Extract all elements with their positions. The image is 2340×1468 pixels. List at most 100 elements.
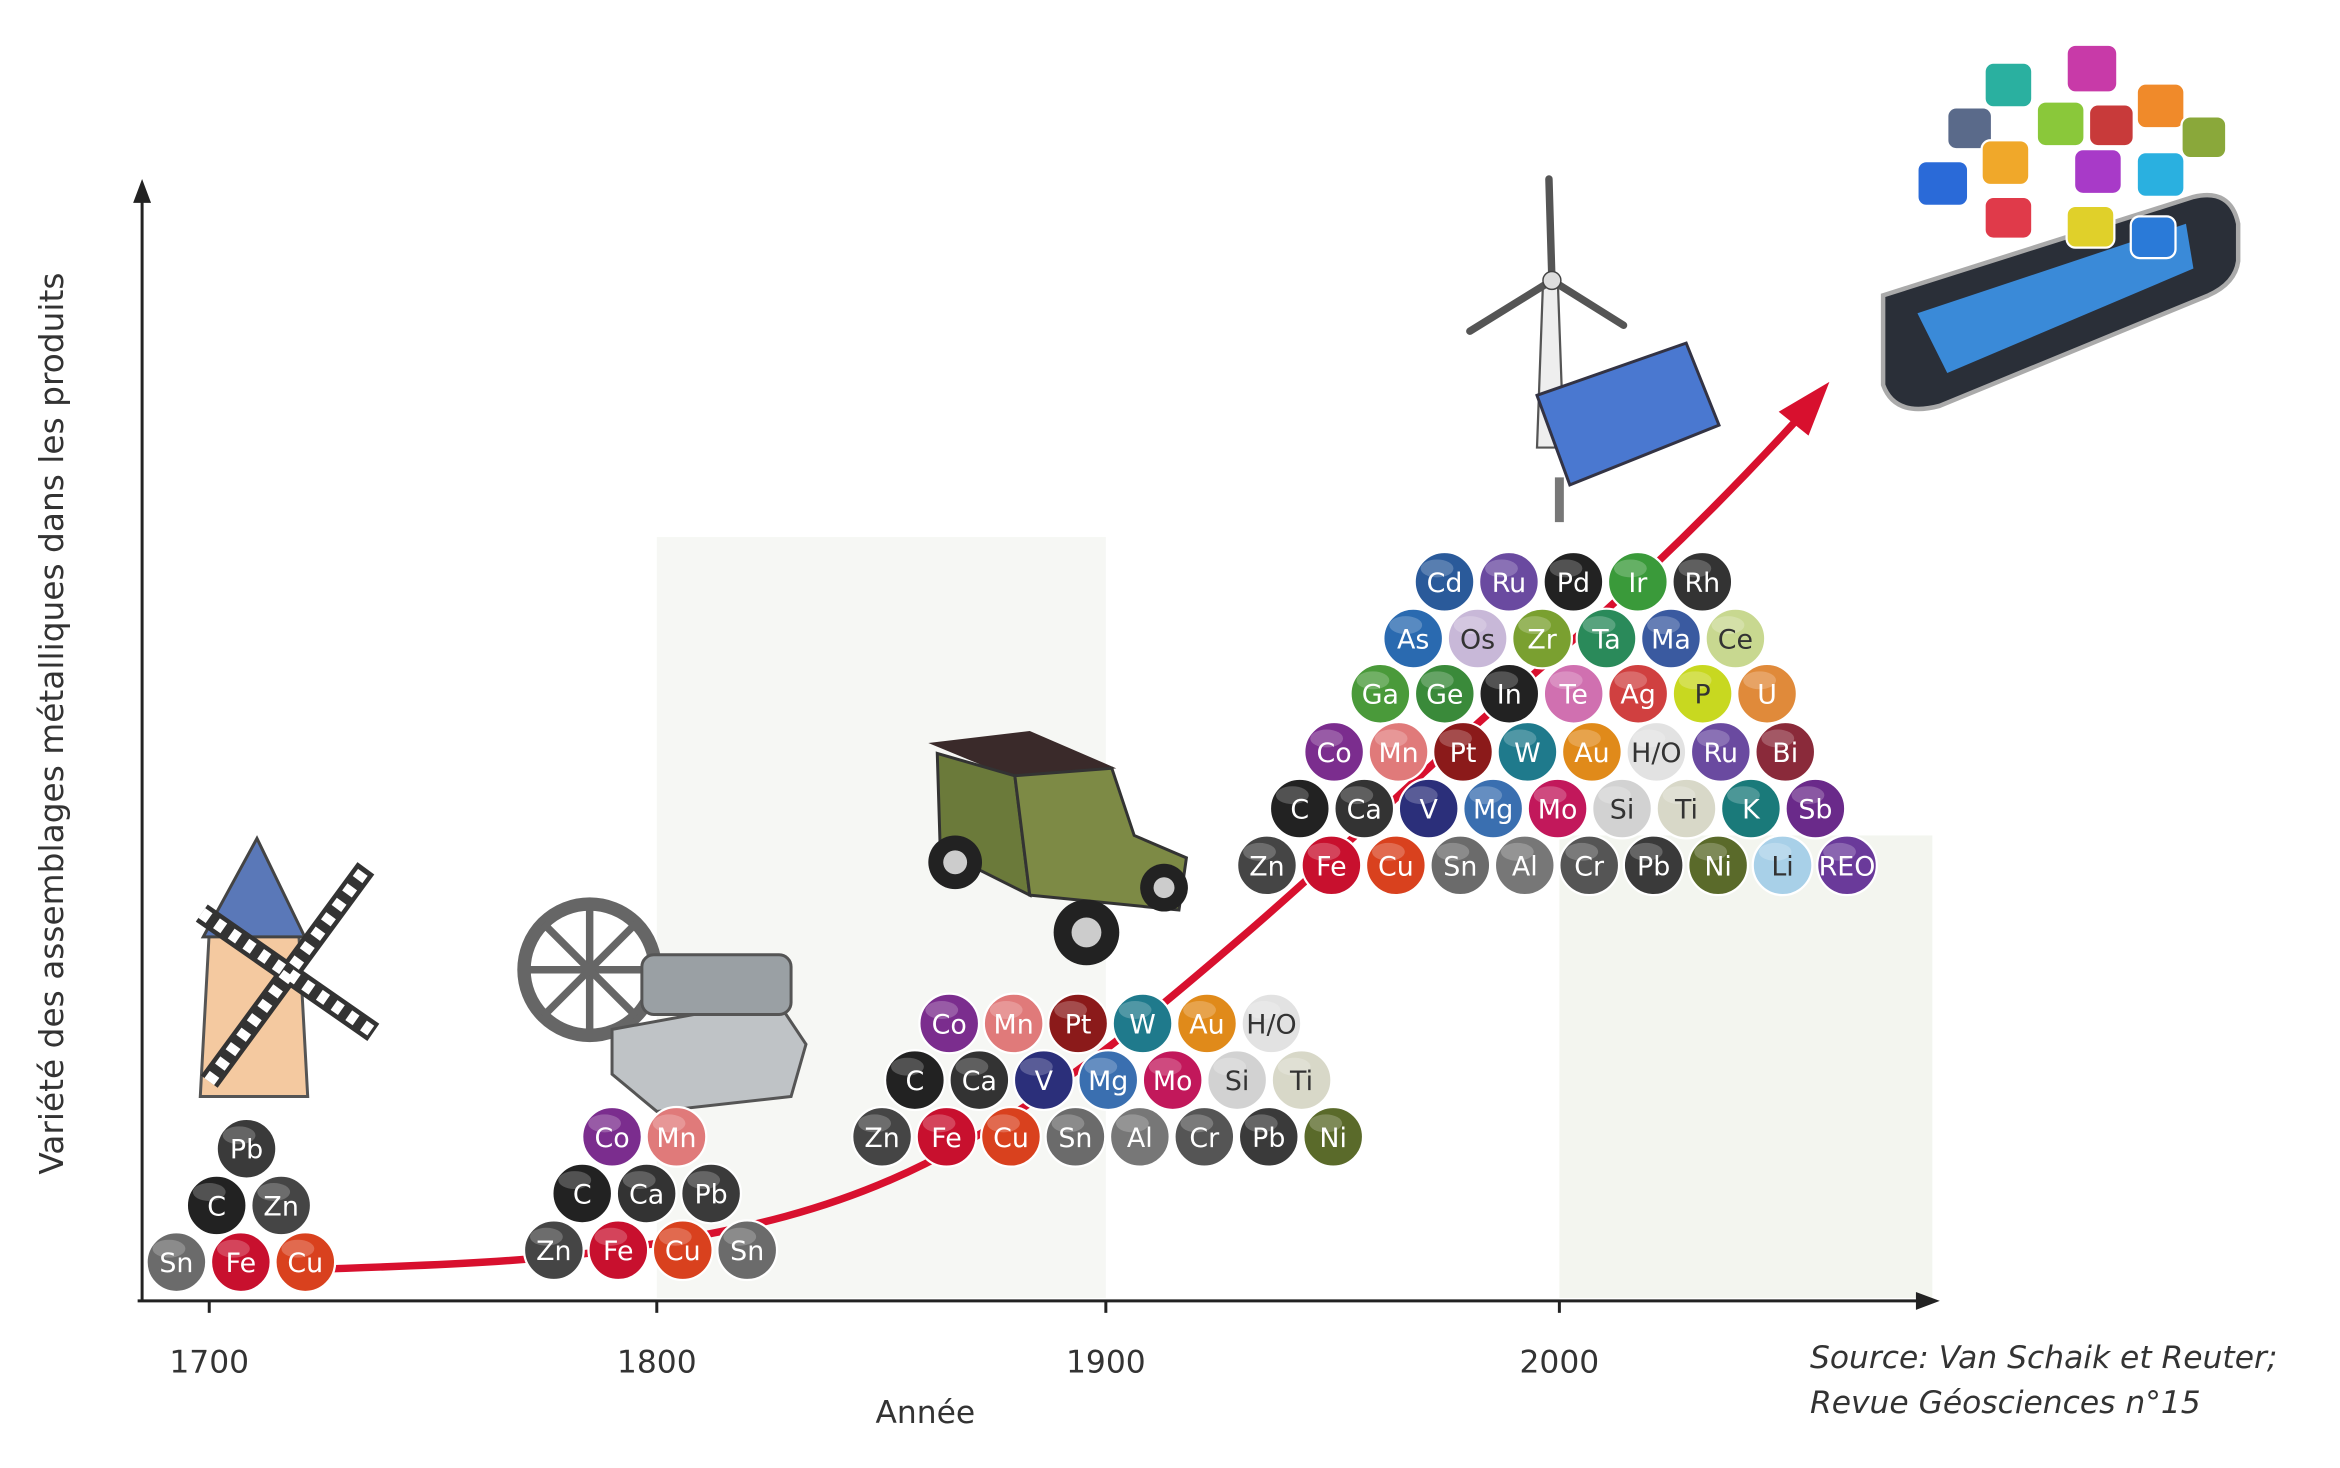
badge-highlight [529,1227,563,1246]
badge-highlight [1518,616,1552,635]
badge-highlight [281,1239,315,1258]
badge-highlight [652,1114,686,1133]
element-badge [1012,1049,1075,1112]
element-label: REO [1819,851,1876,882]
element-label: Cr [1189,1123,1220,1154]
badge-highlight [1389,616,1423,635]
element-badge [1478,662,1541,725]
element-label: Ag [1620,680,1655,711]
element-badge [581,1105,643,1168]
element-badge [185,1174,248,1237]
badge-highlight [1549,559,1583,578]
element-label: W [1514,738,1541,769]
element-label: Zn [536,1236,571,1267]
element-label: K [1742,795,1761,826]
trend-arrow [1778,381,1830,436]
element-badge [1493,834,1556,897]
element-label: Pd [1557,568,1590,599]
badge-highlight [1568,729,1601,748]
badge-highlight [1436,842,1470,861]
element-badge [1625,720,1688,783]
badge-highlight [594,1227,628,1246]
element-label: Sn [730,1236,764,1267]
element-label: Te [1559,680,1588,711]
badge-highlight [1662,786,1696,805]
element-label: Al [1127,1123,1153,1154]
element-badge [1687,834,1750,897]
element-badge [1173,1105,1236,1168]
element-label: Mo [1538,795,1578,826]
badge-highlight [955,1057,989,1076]
element-badge [1270,1049,1333,1112]
element-label: Li [1771,851,1793,882]
badge-highlight [1761,729,1795,748]
element-badge [1432,720,1494,783]
badge-highlight [1404,786,1438,805]
badge-highlight [658,1227,692,1246]
element-label: Ce [1718,625,1753,656]
element-badge [980,1105,1042,1168]
badge-highlight [925,1001,959,1019]
element-badge [1364,834,1427,897]
badge-highlight [1582,616,1616,635]
badge-highlight [1310,729,1344,748]
element-badge [1689,720,1752,783]
x-tick-label: 1700 [169,1345,249,1381]
element-badge [1591,777,1653,840]
element-label: Pb [1252,1123,1285,1154]
element-label: Mn [656,1123,696,1154]
badge-highlight [723,1227,757,1246]
element-label: Bi [1772,738,1798,769]
source-text: Revue Géosciences n°15 [1810,1385,2201,1421]
element-label: V [1420,795,1439,826]
element-badge [1333,777,1396,840]
element-badge [1575,607,1638,670]
element-badge [145,1231,208,1294]
period-shade [1559,835,1933,1298]
smartphone-icon [1880,43,2241,412]
element-badge [680,1162,743,1225]
element-label: C [207,1191,226,1222]
element-badge [1111,992,1174,1055]
element-badge [1303,720,1366,783]
badge-highlight [1183,1001,1216,1019]
element-badge [274,1231,337,1294]
element-label: Cu [665,1236,701,1267]
badge-highlight [1374,729,1408,748]
element-badge [918,992,981,1055]
element-label: Ni [1319,1123,1347,1154]
element-badge [1477,550,1540,613]
badge-highlight [1356,671,1390,690]
element-badge [1206,1049,1269,1112]
element-badge [1141,1049,1204,1112]
element-badge [587,1219,650,1282]
element-label: Zr [1527,625,1557,656]
element-badge [1397,777,1460,840]
element-label: Pb [1637,851,1670,882]
badge-highlight [1019,1057,1053,1076]
element-label: Zn [864,1123,899,1154]
badge-highlight [1247,1001,1281,1019]
element-badge [1736,662,1799,725]
element-label: Rh [1684,568,1720,599]
element-label: Ti [1674,795,1698,826]
badge-highlight [1758,842,1792,861]
element-label: Fe [931,1123,962,1154]
element-label: Mg [1088,1066,1128,1097]
badge-highlight [687,1171,721,1190]
element-label: Sb [1798,795,1832,826]
element-badge [1655,777,1718,840]
element-label: Mn [1378,738,1418,769]
element-badge [1240,992,1303,1055]
badge-highlight [1244,1114,1278,1133]
badge-highlight [1309,1114,1343,1133]
element-badge [1496,720,1559,783]
element-badge [1462,777,1525,840]
y-axis-arrow [133,179,152,203]
element-label: Ir [1628,568,1648,599]
element-badge [1349,662,1412,725]
element-badge [1784,777,1847,840]
badge-highlight [1118,1001,1152,1019]
badge-highlight [216,1239,250,1258]
element-badge [1704,607,1767,670]
